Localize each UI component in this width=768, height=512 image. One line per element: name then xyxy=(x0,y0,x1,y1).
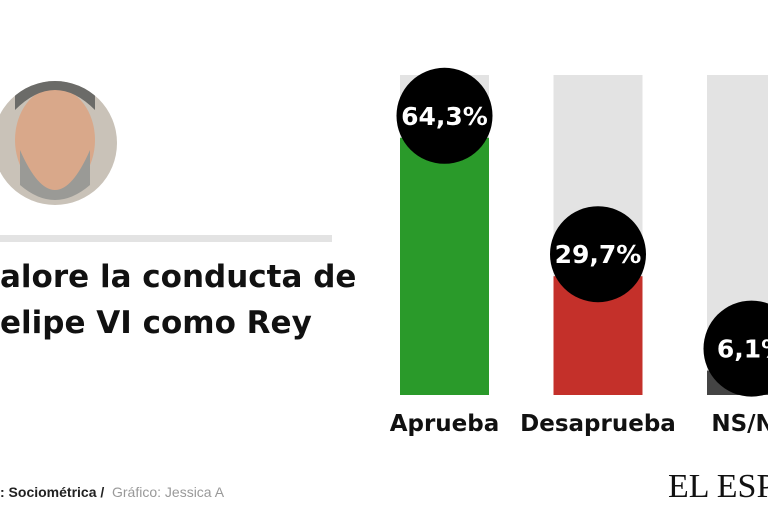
source: : Sociométrica / xyxy=(0,484,104,500)
value-label: 64,3% xyxy=(401,102,488,131)
category-label: Desaprueba xyxy=(520,411,676,437)
value-badge xyxy=(550,206,646,303)
value-badge xyxy=(396,67,493,164)
portrait xyxy=(0,81,117,205)
plot: 64,3% Aprueba 29,7% Desaprueba 6,1% NS/NC xyxy=(390,67,768,437)
title-line: elipe VI como Rey xyxy=(0,305,312,341)
bar xyxy=(400,137,489,396)
value-label: 6,1% xyxy=(717,335,768,364)
credit: Gráfico: Jessica A xyxy=(112,484,225,500)
divider xyxy=(0,235,332,242)
value-badge xyxy=(703,300,768,397)
category-label: NS/NC xyxy=(711,411,768,437)
category-label: Aprueba xyxy=(390,411,500,437)
brand: EL ESPA xyxy=(668,468,768,505)
value-label: 29,7% xyxy=(555,240,642,269)
title-line: alore la conducta de xyxy=(0,259,356,295)
